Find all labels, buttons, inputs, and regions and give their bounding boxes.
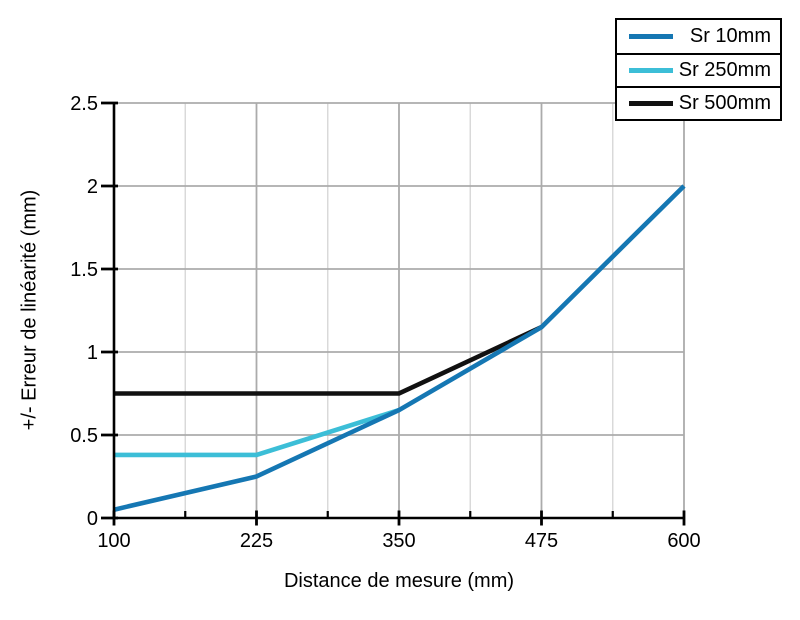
legend-item-sr-250mm: Sr 250mm	[617, 53, 780, 86]
y-tick-label: 2.5	[70, 93, 98, 115]
legend-item-sr-500mm: Sr 500mm	[617, 86, 780, 119]
legend-swatch-sr-500mm-icon	[629, 101, 673, 106]
series-line-sr-250mm	[114, 407, 400, 458]
y-tick-label: 0.5	[70, 425, 98, 447]
legend-swatch-sr-10mm-icon	[629, 34, 673, 39]
legend-label-sr-10mm: Sr 10mm	[689, 25, 771, 47]
y-tick-label: 0	[87, 508, 98, 530]
x-tick-label: 225	[240, 530, 273, 552]
series-line-sr-500mm	[114, 325, 543, 396]
y-tick-label: 2	[87, 176, 98, 198]
legend-label-sr-500mm: Sr 500mm	[678, 92, 771, 114]
legend-label-sr-250mm: Sr 250mm	[678, 59, 771, 81]
y-tick-label: 1	[87, 342, 98, 364]
x-tick-label: 350	[382, 530, 415, 552]
y-axis-title: +/- Erreur de linéarité (mm)	[18, 189, 41, 431]
x-axis-title: Distance de mesure (mm)	[283, 570, 515, 592]
chart-legend: Sr 10mm Sr 250mm Sr 500mm	[615, 18, 782, 121]
x-tick-label: 100	[97, 530, 130, 552]
x-tick-label: 600	[667, 530, 700, 552]
series-line-sr-10mm	[113, 184, 686, 512]
legend-swatch-sr-250mm-icon	[629, 68, 673, 73]
y-tick-label: 1.5	[70, 259, 98, 281]
x-tick-label: 475	[525, 530, 558, 552]
legend-item-sr-10mm: Sr 10mm	[617, 20, 780, 53]
